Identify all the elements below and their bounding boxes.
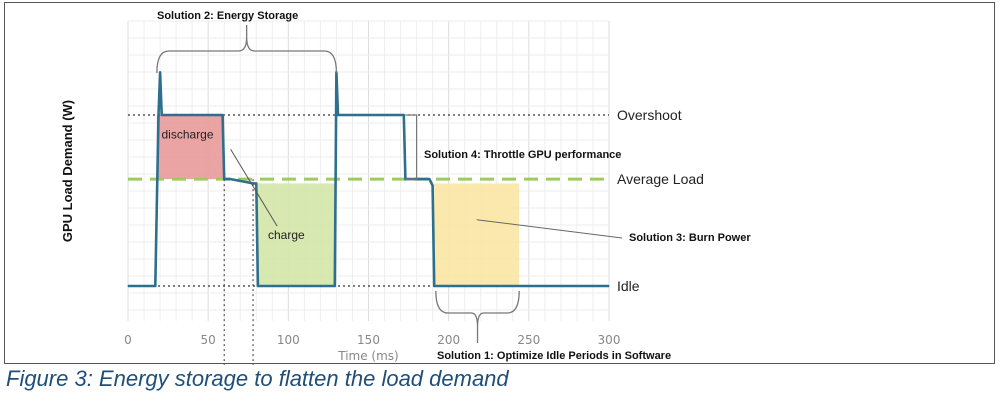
series-point [337,114,339,116]
power-profile-chart: Overshoot Average Load Idle 0 50 100 150 200 25… [60,10,751,365]
series-point [428,178,431,180]
x-tick-label: 0 [124,333,132,347]
series-point [433,285,435,287]
discharge-label: discharge [162,128,214,142]
charge-label: charge [268,228,305,242]
y-axis-label: GPU Load Demand (W) [60,100,75,242]
solution1-label: Solution 1: Optimize Idle Periods in Sof… [437,350,671,362]
region-burn [434,183,520,286]
series-point [343,114,346,116]
solution4-bracket [405,114,418,180]
series-point [255,182,257,184]
series-point [432,184,434,187]
region-layer [156,115,520,286]
series-point [608,285,610,287]
x-tick-label: 50 [201,333,216,347]
series-point [159,71,161,73]
x-tick-label: 150 [357,333,380,347]
level-label-average: Average Load [617,171,704,187]
series-point [154,285,156,287]
figure-caption: Figure 3: Energy storage to flatten the … [6,366,509,391]
figure-frame: Overshoot Average Load Idle 0 50 100 150 200 25… [4,2,995,365]
x-tick-label: 250 [517,333,540,347]
x-tick-label: 300 [598,333,621,347]
solution2-label: Solution 2: Energy Storage [157,10,298,22]
series-point [223,178,225,180]
series-point [161,114,163,116]
x-axis-label: Time (ms) [337,349,399,363]
region-discharge [156,115,225,180]
series-point [230,178,232,180]
series-point [157,114,160,116]
series-point [221,114,224,116]
charge-pointer [230,148,278,227]
solution3-label: Solution 3: Burn Power [629,232,751,244]
level-label-idle: Idle [617,278,640,294]
series-point [257,285,259,287]
annotation-layer: discharge charge Solution 2: Energy Storag… [156,10,751,362]
x-tick-label: 200 [437,333,460,347]
series-point [334,285,336,287]
series-point [127,285,129,287]
series-point [403,114,405,116]
solution3-pointer [476,219,623,239]
x-tick-label: 100 [277,333,300,347]
region-charge [257,183,335,286]
tick-layer: 0 50 100 150 200 250 300 Time (ms) GPU Load Dema… [60,100,620,363]
solution4-label: Solution 4: Throttle GPU performance [424,149,621,161]
series-point [252,182,254,184]
level-label-overshoot: Overshoot [617,107,682,123]
